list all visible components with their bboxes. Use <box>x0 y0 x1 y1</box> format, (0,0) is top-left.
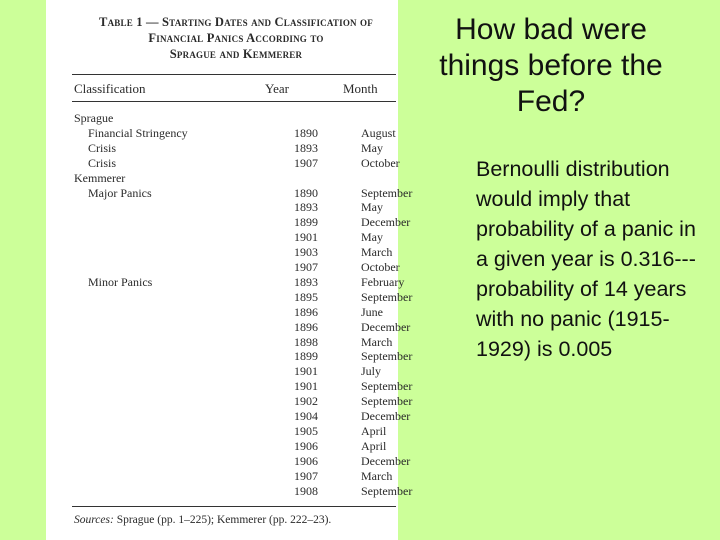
year-cell: 1906 <box>294 453 318 468</box>
year-cell: 1904 <box>294 409 318 423</box>
group-label: Sprague <box>74 111 114 125</box>
year-cell: 1890 <box>294 125 318 140</box>
column-header-year: Year <box>265 81 289 96</box>
table-row: 1904 December <box>74 409 410 424</box>
table-row: 1895 September <box>74 289 412 305</box>
table-row: Financial Stringency 1890 August <box>74 125 396 141</box>
month-cell: September <box>361 185 413 200</box>
slide-title: How bad were things before the Fed? <box>439 13 663 118</box>
year-cell: 1907 <box>294 155 318 170</box>
classification-cell: Minor Panics <box>88 274 153 289</box>
table-row: 1903 March <box>74 245 394 260</box>
table-scan-image: Table 1 — Starting Dates and Classificat… <box>46 0 412 540</box>
table-row: 1901 May <box>74 230 394 245</box>
year-cell: 1901 <box>294 364 318 379</box>
table-row: 1906 December <box>74 453 410 469</box>
month-cell: August <box>361 125 396 140</box>
table-row: 1901 July <box>74 364 394 379</box>
table-bottom-rule <box>72 506 396 507</box>
table-row: Kemmerer <box>74 171 394 186</box>
table-row: 1901 September <box>74 379 412 394</box>
year-cell: 1893 <box>294 274 318 289</box>
year-cell: 1899 <box>294 349 318 364</box>
group-label: Kemmerer <box>74 170 126 185</box>
year-cell: 1907 <box>294 468 318 483</box>
table-top-rule <box>72 74 396 75</box>
year-cell: 1895 <box>294 289 318 304</box>
table-row: Crisis 1893 May <box>74 141 394 156</box>
month-cell: December <box>361 409 411 423</box>
month-cell: September <box>361 349 413 364</box>
year-cell: 1890 <box>294 185 318 200</box>
year-cell: 1903 <box>294 245 318 260</box>
month-cell: October <box>361 155 400 170</box>
month-cell: May <box>361 230 383 245</box>
year-cell: 1906 <box>294 438 318 453</box>
table-header-rule <box>72 101 396 102</box>
table-title: Table 1 — Starting Dates and Classificat… <box>76 14 396 62</box>
slide-body-text: Bernoulli distribution would imply that … <box>476 157 696 361</box>
table-title-line-3: Sprague and Kemmerer <box>169 47 303 61</box>
table-row: 1907 March <box>74 469 394 484</box>
table-row: 1908 September <box>74 483 412 499</box>
sources-text: Sprague (pp. 1–225); Kemmerer (pp. 222–2… <box>113 514 332 526</box>
table-row: 1905 April <box>74 424 394 439</box>
month-cell: September <box>361 289 413 304</box>
table-row: 1896 June <box>74 305 394 320</box>
table-row: Sprague <box>74 111 394 126</box>
table-row: 1896 December <box>74 319 410 335</box>
table-row: 1902 September <box>74 394 412 409</box>
month-cell: July <box>361 364 382 379</box>
year-cell: 1898 <box>294 334 318 349</box>
table-row: 1898 March <box>74 335 394 350</box>
table-sources: Sources: Sprague (pp. 1–225); Kemmerer (… <box>74 514 331 526</box>
month-cell: September <box>361 379 413 394</box>
table-row: Major Panics 1890 September <box>74 185 412 201</box>
year-cell: 1893 <box>294 200 318 215</box>
year-cell: 1907 <box>294 260 318 274</box>
month-cell: December <box>361 215 411 230</box>
table-row: 1899 December <box>74 215 410 230</box>
month-cell: September <box>361 483 413 498</box>
month-cell: February <box>361 274 405 289</box>
year-cell: 1899 <box>294 215 318 230</box>
table-row: Minor Panics 1893 February <box>74 274 404 290</box>
month-cell: May <box>361 200 383 215</box>
month-cell: March <box>361 334 393 349</box>
table-row: 1906 April <box>74 439 394 454</box>
month-cell: April <box>361 423 387 438</box>
month-cell: April <box>361 438 387 453</box>
sources-label: Sources: <box>74 514 114 526</box>
month-cell: March <box>361 245 393 260</box>
year-cell: 1901 <box>294 379 318 394</box>
table-row: 1893 May <box>74 200 394 215</box>
classification-cell: Major Panics <box>88 185 152 200</box>
year-cell: 1896 <box>294 304 318 319</box>
classification-cell: Financial Stringency <box>88 125 188 140</box>
year-cell: 1908 <box>294 483 318 498</box>
month-cell: December <box>361 319 411 334</box>
year-cell: 1905 <box>294 423 318 438</box>
month-cell: June <box>361 304 383 319</box>
column-header-month: Month <box>343 81 378 96</box>
month-cell: September <box>361 394 413 409</box>
month-cell: March <box>361 468 393 483</box>
year-cell: 1896 <box>294 319 318 334</box>
column-header-classification: Classification <box>74 81 146 96</box>
year-cell: 1901 <box>294 230 318 245</box>
month-cell: October <box>361 260 400 274</box>
year-cell: 1893 <box>294 140 318 155</box>
month-cell: December <box>361 453 411 468</box>
table-row: Crisis 1907 October <box>74 155 400 171</box>
table-title-line-2: Financial Panics According to <box>148 31 324 45</box>
year-cell: 1902 <box>294 394 318 409</box>
classification-cell: Crisis <box>88 140 117 155</box>
table-row: 1907 October <box>74 260 400 275</box>
table-title-line-1: Table 1 — Starting Dates and Classificat… <box>99 15 373 29</box>
month-cell: May <box>361 140 383 155</box>
classification-cell: Crisis <box>88 155 117 170</box>
table-row: 1899 September <box>74 349 412 364</box>
